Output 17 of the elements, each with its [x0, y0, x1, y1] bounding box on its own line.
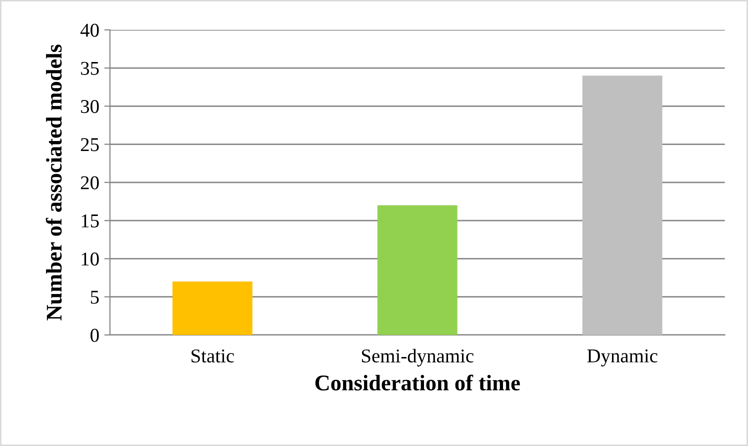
bar	[172, 282, 252, 335]
bar	[377, 205, 458, 335]
y-tick-label: 35	[81, 62, 99, 75]
y-tick-label: 0	[90, 328, 99, 342]
y-tick-label: 30	[81, 100, 99, 114]
y-tick-label: 5	[90, 290, 99, 304]
y-tick-label: 15	[82, 214, 99, 228]
x-tick-label: Dynamic	[587, 349, 658, 366]
y-tick-label: 25	[80, 138, 99, 152]
x-axis-title: Consideration of time	[315, 374, 520, 390]
y-tick-label: 20	[80, 176, 99, 190]
x-tick-label: Static	[192, 349, 234, 363]
bar	[582, 76, 662, 335]
x-tick-label: Semi-dynamic	[362, 348, 474, 367]
y-axis-title: Number of associated models	[46, 44, 62, 320]
y-tick-label: 10	[82, 252, 99, 266]
y-tick-label: 40	[80, 24, 99, 37]
